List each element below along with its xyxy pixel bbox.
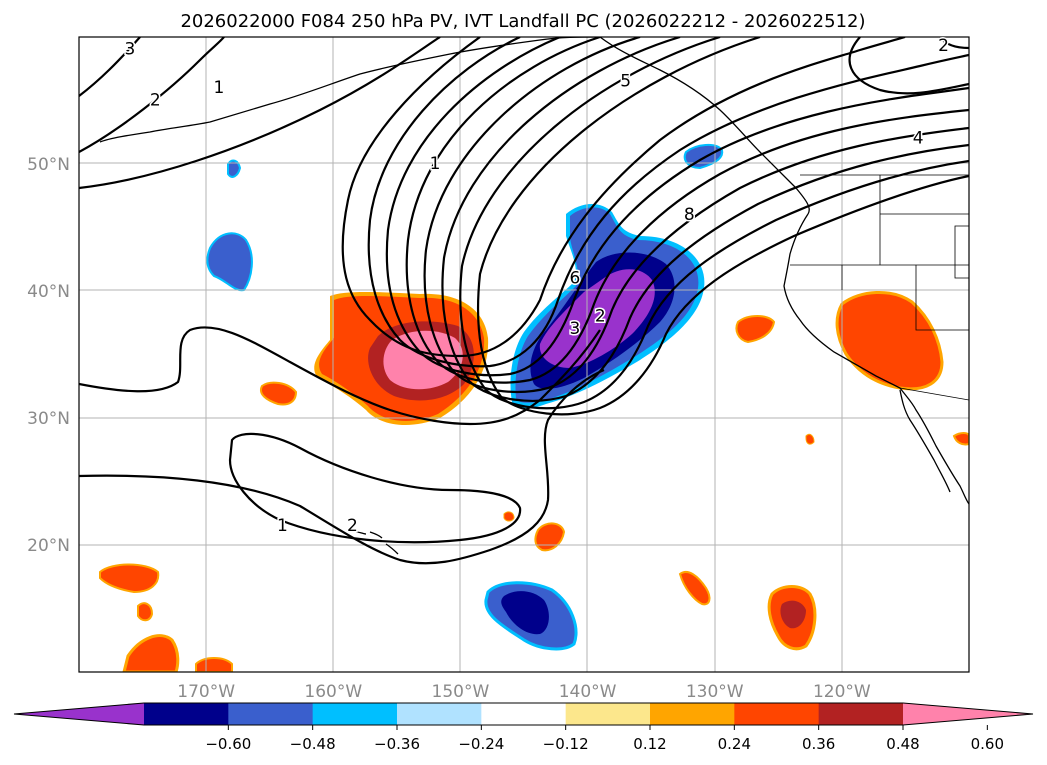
- pv-positive-blob-4: [678, 570, 711, 606]
- colorbar-outline: [13, 702, 1034, 726]
- colorbar-segment: [144, 703, 229, 725]
- colorbar: −0.60 −0.48 −0.36 −0.24 −0.12 0.12 0.24 0.36 0.4…: [13, 702, 1034, 753]
- pv-negative-blob-south-inner: [501, 591, 549, 635]
- latitude-tick-labels: 20°N 30°N 40°N 50°N: [27, 155, 70, 556]
- contour-label: 5: [620, 71, 631, 91]
- coastline-alaska-panhandle: [599, 37, 810, 215]
- colorbar-segment: [481, 703, 567, 725]
- colorbar-segment: [734, 703, 820, 725]
- coastline-baja: [899, 389, 951, 493]
- contour-label: 2: [347, 516, 358, 536]
- contour-label: 2: [595, 306, 606, 326]
- colorbar-tick-label: 0.36: [802, 735, 835, 753]
- contour-label: 1: [430, 154, 441, 174]
- colorbar-segment: [312, 703, 398, 725]
- ivt-contours: [79, 37, 969, 565]
- contour-label: 6: [569, 268, 580, 288]
- hawaii-islands: [355, 531, 399, 555]
- lon-tick-label: 150°W: [432, 682, 490, 702]
- lon-tick-label: 170°W: [177, 682, 235, 702]
- figure-title: 2026022000 F084 250 hPa PV, IVT Landfall…: [180, 11, 865, 32]
- contour-label: 2: [150, 91, 161, 111]
- lat-tick-label: 50°N: [27, 155, 70, 175]
- contour-label: 2: [938, 36, 949, 56]
- colorbar-tick-label: −0.12: [543, 735, 589, 753]
- lat-tick-label: 30°N: [27, 409, 70, 429]
- colorbar-segment: [818, 703, 904, 725]
- coastlines: [99, 37, 969, 555]
- pv-positive-blob-2: [735, 315, 776, 344]
- colorbar-tick-label: −0.48: [290, 735, 336, 753]
- lon-tick-label: 140°W: [559, 682, 617, 702]
- contour-label: 1: [277, 516, 288, 536]
- pv-positive-blob-9: [195, 657, 233, 672]
- colorbar-segment: [397, 703, 482, 725]
- pv-positive-blob-1: [260, 381, 298, 406]
- colorbar-tick-label: 0.48: [886, 735, 919, 753]
- pv-negative-060: [539, 269, 655, 368]
- lon-tick-label: 120°W: [813, 682, 871, 702]
- colorbar-tick-label: −0.24: [458, 735, 504, 753]
- longitude-tick-labels: 170°W 160°W 150°W 140°W 130°W 120°W: [177, 682, 871, 702]
- lat-tick-label: 20°N: [27, 536, 70, 556]
- grid-lines: [79, 37, 969, 672]
- colorbar-segment: [228, 703, 314, 725]
- pv-positive-blob-8: [122, 634, 180, 672]
- lon-tick-label: 160°W: [304, 682, 362, 702]
- colorbar-tick-label: 0.12: [633, 735, 666, 753]
- pv-positive-blob-7: [137, 602, 154, 622]
- contour-label: 3: [569, 319, 580, 339]
- pv-positive-blob-6: [99, 563, 160, 594]
- colorbar-tick-label: −0.36: [374, 735, 420, 753]
- contour-label: 1: [213, 78, 224, 98]
- pv-positive-blob-5-inner: [780, 600, 806, 629]
- contour-label: 3: [124, 40, 135, 60]
- pv-positive-blob-12: [805, 433, 815, 445]
- colorbar-extend-low: [14, 703, 144, 725]
- colorbar-tick-label: −0.60: [205, 735, 251, 753]
- colorbar-segment: [565, 703, 651, 725]
- colorbar-segment: [650, 703, 735, 725]
- lat-tick-label: 40°N: [27, 282, 70, 302]
- pv-negative-blob-small: [227, 159, 242, 178]
- pv-positive-blob-3: [534, 522, 566, 552]
- pv-positive-blob-11: [503, 511, 515, 522]
- coastline-pacific-nw: [783, 213, 969, 505]
- colorbar-tick-label: 0.24: [718, 735, 751, 753]
- coastline-alaska-aleutians: [99, 37, 601, 143]
- colorbar-tick-label: 0.60: [971, 735, 1004, 753]
- lon-tick-label: 130°W: [686, 682, 744, 702]
- colorbar-extend-high: [903, 703, 1033, 725]
- pv-positive-blob-10: [952, 432, 969, 446]
- contour-label: 8: [684, 205, 695, 225]
- political-borders: [790, 174, 969, 401]
- map-frame: [78, 36, 970, 673]
- contour-label: 4: [913, 129, 924, 149]
